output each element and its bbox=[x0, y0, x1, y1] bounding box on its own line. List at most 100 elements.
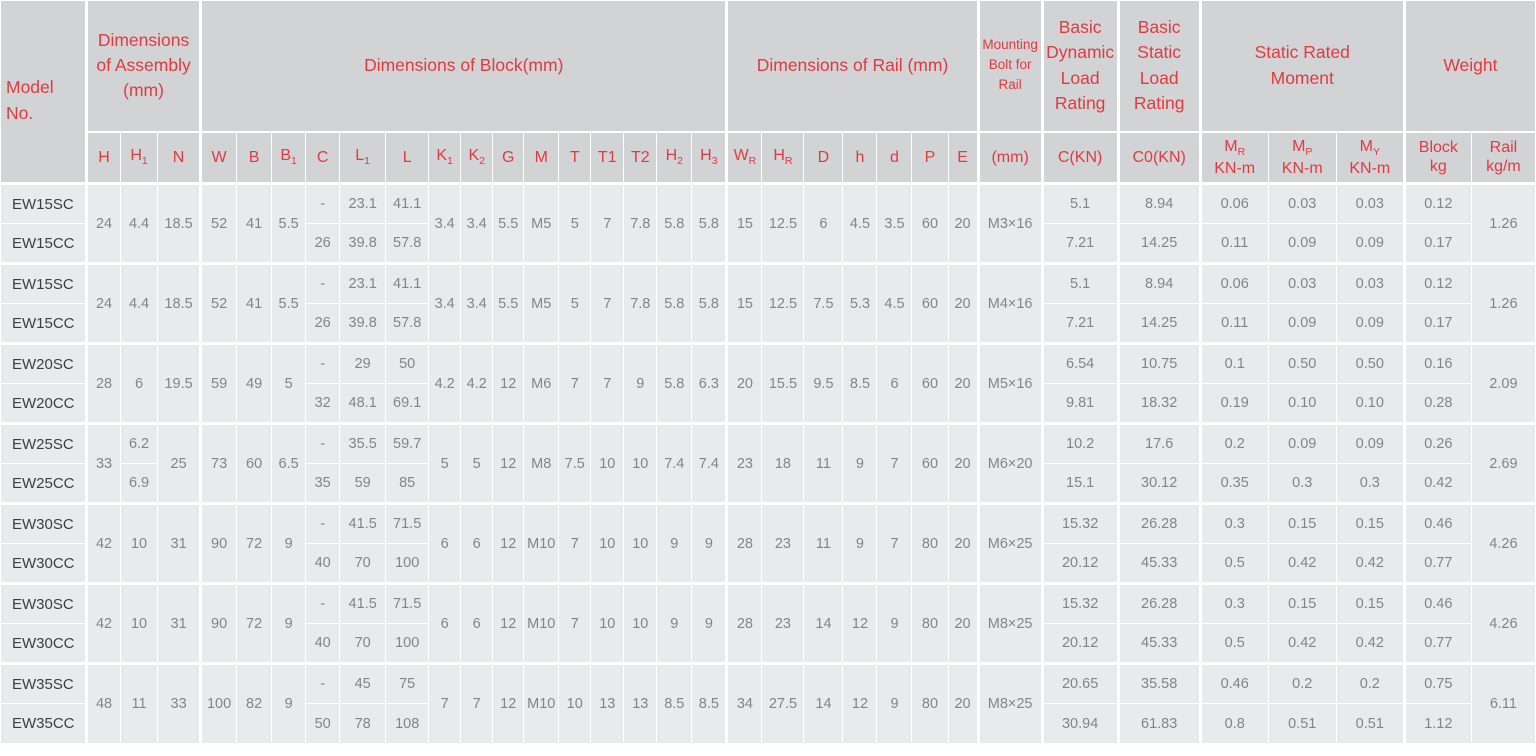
value-cell: 49 bbox=[236, 342, 273, 424]
value-cell: 9.5 bbox=[803, 342, 844, 424]
col-symbol: B bbox=[280, 147, 292, 165]
value-cell: 100 bbox=[385, 623, 430, 664]
value-cell: 4.4 bbox=[120, 262, 159, 344]
col-symbol: d bbox=[890, 148, 899, 166]
header-group-assembly: Dimensions of Assembly (mm) bbox=[85, 0, 202, 132]
value-cell: 23 bbox=[761, 582, 805, 664]
col-symbol-subscript: 1 bbox=[291, 155, 297, 168]
value-cell: - bbox=[305, 262, 341, 304]
value-cell: 52 bbox=[199, 182, 238, 264]
value-cell: 41.5 bbox=[339, 502, 387, 544]
value-cell: 100 bbox=[385, 543, 430, 584]
value-cell: 26 bbox=[305, 223, 341, 264]
value-cell: M6 bbox=[523, 342, 560, 424]
value-cell: 0.42 bbox=[1402, 463, 1472, 504]
value-cell: 5.1 bbox=[1040, 262, 1119, 304]
value-cell: 5.5 bbox=[271, 262, 307, 344]
value-cell: M10 bbox=[523, 502, 560, 584]
value-cell: 14 bbox=[803, 582, 844, 664]
value-cell: 0.06 bbox=[1198, 262, 1269, 304]
value-cell: 20 bbox=[947, 662, 979, 744]
value-cell: 7.4 bbox=[656, 422, 693, 504]
value-cell: 61.83 bbox=[1116, 703, 1201, 744]
value-cell: 50 bbox=[305, 703, 341, 744]
table-row: EW20SC 28 6 19.5 59 49 5-29 50 4.2 4.2 12 M6 7 7 9 5.8 6… bbox=[0, 342, 1536, 424]
value-cell: 3.5 bbox=[876, 182, 913, 264]
value-cell: 39.8 bbox=[339, 223, 387, 264]
value-cell: M3×16 bbox=[976, 182, 1043, 264]
value-cell: 6.5 bbox=[271, 422, 307, 504]
col-symbol-subscript: 2 bbox=[677, 155, 683, 168]
value-cell: 10.2 bbox=[1040, 422, 1119, 464]
col-header-W: W bbox=[199, 130, 238, 184]
col-symbol: M bbox=[1224, 137, 1238, 155]
value-cell: 40 bbox=[305, 623, 341, 664]
value-cell: 11 bbox=[803, 502, 844, 584]
value-cell: 10 bbox=[558, 662, 592, 744]
value-cell: 8.94 bbox=[1116, 262, 1201, 304]
value-cell: 9 bbox=[271, 582, 307, 664]
col-header-B: B bbox=[236, 130, 273, 184]
value-cell: 52 bbox=[199, 262, 238, 344]
col-header-L: L bbox=[385, 130, 430, 184]
value-cell: 23.1 bbox=[339, 262, 387, 304]
col-symbol: T bbox=[569, 148, 580, 166]
value-cell: 3.4 bbox=[428, 182, 462, 264]
value-cell: 0.09 bbox=[1267, 422, 1337, 464]
header-group-label: Static Rated Moment bbox=[1254, 42, 1350, 88]
value-cell: 11 bbox=[803, 422, 844, 504]
col-symbol: K bbox=[468, 147, 480, 165]
value-cell: 85 bbox=[385, 463, 430, 504]
col-symbol-subscript: 3 bbox=[711, 155, 718, 168]
value-cell: 10 bbox=[623, 422, 658, 504]
value-cell: 0.26 bbox=[1402, 422, 1472, 464]
value-cell: 0.5 bbox=[1198, 543, 1269, 584]
value-cell: 0.75 bbox=[1402, 662, 1472, 704]
value-cell: 7 bbox=[558, 582, 592, 664]
value-cell: 41 bbox=[236, 262, 273, 344]
value-cell: 7.5 bbox=[558, 422, 592, 504]
value-cell: 0.09 bbox=[1335, 422, 1405, 464]
value-cell: 72 bbox=[236, 502, 273, 584]
value-cell: 18.32 bbox=[1116, 383, 1201, 424]
col-header-K2: K2 bbox=[460, 130, 494, 184]
value-cell: 7 bbox=[876, 502, 913, 584]
col-header-K1: K1 bbox=[428, 130, 462, 184]
col-header-N: N bbox=[157, 130, 202, 184]
value-cell: - bbox=[305, 582, 341, 624]
col-header-P: P bbox=[911, 130, 949, 184]
value-cell: 26 bbox=[305, 303, 341, 344]
value-cell: 0.2 bbox=[1198, 422, 1269, 464]
value-cell: 33 bbox=[157, 662, 202, 744]
value-cell: 10.75 bbox=[1116, 342, 1201, 384]
value-cell: 0.11 bbox=[1198, 303, 1269, 344]
value-cell: M5 bbox=[523, 182, 560, 264]
value-cell: 23 bbox=[761, 502, 805, 584]
value-cell: 30.12 bbox=[1116, 463, 1201, 504]
value-cell: 7 bbox=[876, 422, 913, 504]
value-cell: 7.8 bbox=[623, 182, 658, 264]
col-symbol: L bbox=[402, 148, 412, 166]
value-cell: M5×16 bbox=[976, 342, 1043, 424]
value-cell: 9 bbox=[656, 582, 693, 664]
value-cell: 60 bbox=[911, 262, 949, 344]
value-cell: 4.2 bbox=[460, 342, 494, 424]
value-cell: 11 bbox=[120, 662, 159, 744]
model-cell: EW15CC bbox=[0, 303, 88, 344]
col-header-HR: HR bbox=[761, 130, 805, 184]
value-cell: 0.03 bbox=[1335, 262, 1405, 304]
col-symbol: K bbox=[436, 147, 448, 165]
value-cell: 7 bbox=[590, 342, 625, 424]
value-cell: 50 bbox=[385, 342, 430, 384]
value-cell: 80 bbox=[911, 662, 949, 744]
value-cell: 5.1 bbox=[1040, 182, 1119, 224]
model-cell: EW30CC bbox=[0, 623, 88, 664]
value-cell: 31 bbox=[157, 582, 202, 664]
value-cell: 10 bbox=[623, 582, 658, 664]
value-cell: 5.8 bbox=[656, 182, 693, 264]
value-cell: 0.12 bbox=[1402, 182, 1472, 224]
value-cell: 9 bbox=[842, 422, 878, 504]
value-cell: M6×25 bbox=[976, 502, 1043, 584]
model-cell: EW25CC bbox=[0, 463, 88, 504]
value-cell: 48.1 bbox=[339, 383, 387, 424]
